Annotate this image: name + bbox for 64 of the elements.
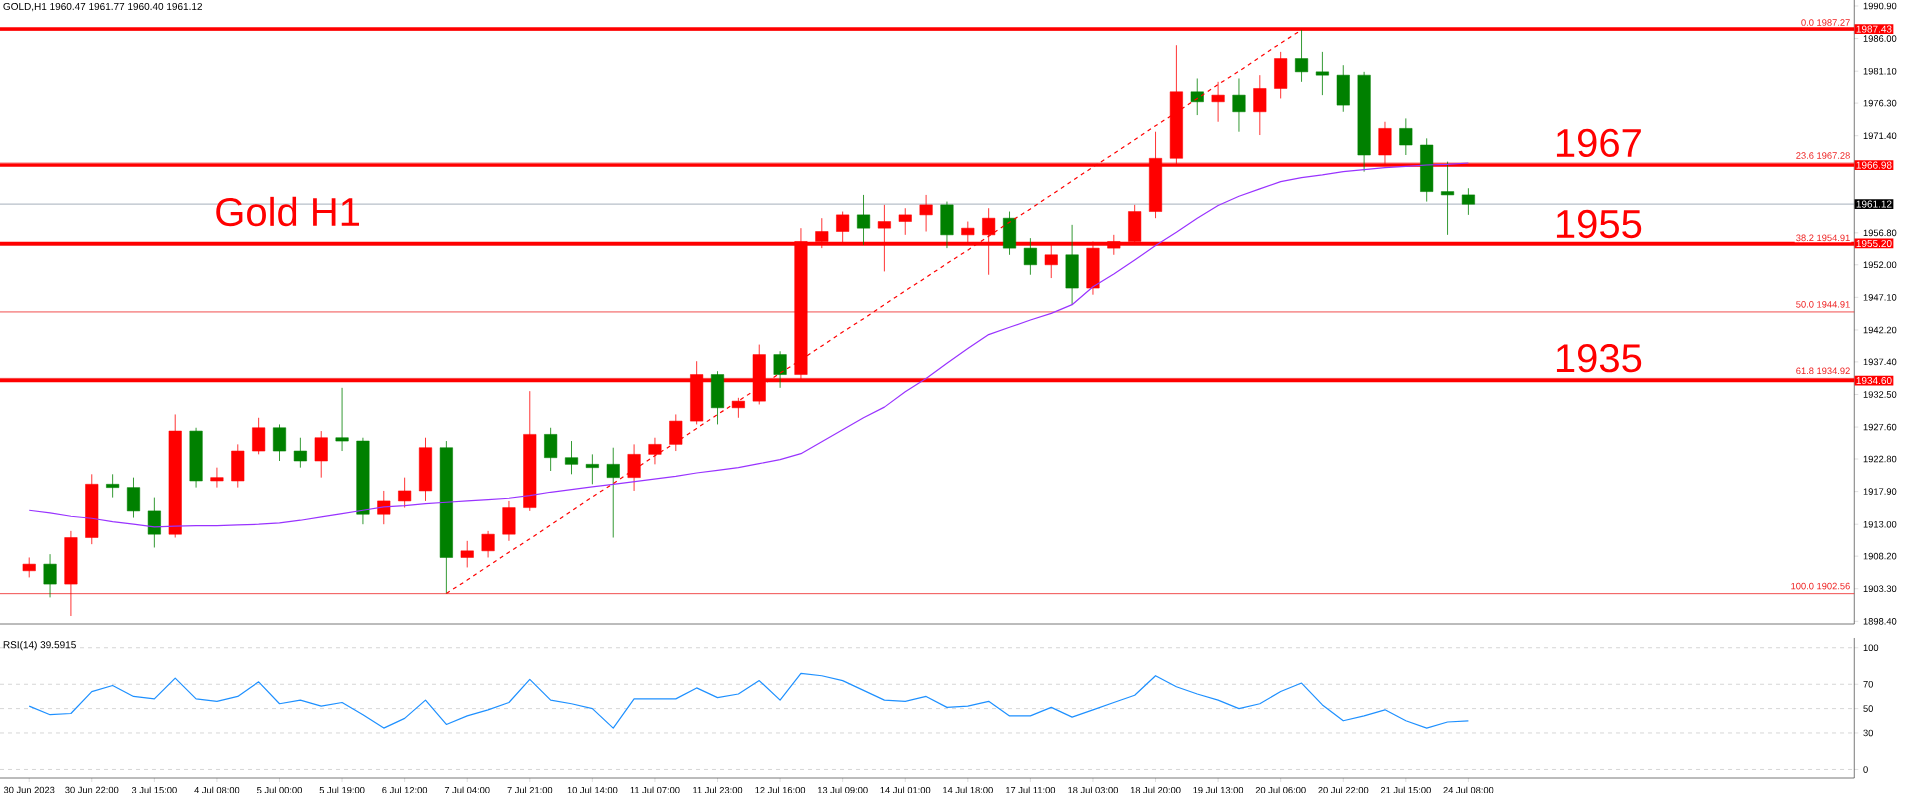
y-tick-label: 1903.30 <box>1863 585 1897 593</box>
y-tick-label: 100 <box>1863 644 1879 652</box>
y-tick-label: 1947.10 <box>1863 294 1897 301</box>
ref-line-label: 23.6 1967.28 <box>1796 152 1850 159</box>
x-tick-label: 7 Jul 21:00 <box>507 786 553 793</box>
x-tick-label: 14 Jul 01:00 <box>880 786 931 793</box>
text: 1955 <box>1556 209 1642 239</box>
x-tick-label: 3 Jul 15:00 <box>131 786 177 793</box>
y-tick-label: 1913.00 <box>1863 520 1897 528</box>
y-tick-label: 1922.80 <box>1863 455 1897 463</box>
y-tick-label: 1971.40 <box>1863 132 1897 139</box>
y-tick-label: 1956.80 <box>1863 229 1897 237</box>
ref-line-label: 100.0 1902.56 <box>1791 582 1850 590</box>
y-tick-label: 1942.20 <box>1863 326 1897 334</box>
ref-line-label: 50.0 1944.91 <box>1796 301 1850 308</box>
y-tick-label: 1908.20 <box>1863 552 1897 560</box>
x-tick-label: 21 Jul 15:00 <box>1380 786 1431 793</box>
x-tick-label: 17 Jul 11:00 <box>1006 786 1056 793</box>
y-tick-label: 70 <box>1863 680 1874 688</box>
text: 1967 <box>1556 128 1641 158</box>
x-tick-label: 24 Jul 08:00 <box>1443 786 1494 793</box>
y-tick-label: 1932.50 <box>1863 391 1897 398</box>
y-tick-label: 1990.90 <box>1863 2 1897 10</box>
text: 1935 <box>1556 344 1642 373</box>
ref-line-label: 1961.12 <box>1856 200 1892 208</box>
ref-line-label: 0.0 1987.27 <box>1801 19 1850 26</box>
y-tick-label: 50 <box>1863 705 1874 712</box>
ref-line-label: 1934.60 <box>1856 376 1892 385</box>
ref-line-label: 1955.20 <box>1856 239 1892 248</box>
annotation: Gold H1 <box>216 196 360 227</box>
x-tick-label: 19 Jul 13:00 <box>1193 786 1244 793</box>
ref-line-label: 1987.43 <box>1856 25 1892 33</box>
y-tick-label: 1976.30 <box>1863 99 1897 107</box>
x-tick-label: 13 Jul 09:00 <box>817 786 868 793</box>
y-tick-label: 1937.40 <box>1863 358 1897 366</box>
ref-line-label: 1966.98 <box>1856 161 1892 169</box>
y-tick-label: 1952.00 <box>1863 261 1897 269</box>
x-tick-label: 4 Jul 08:00 <box>194 786 240 793</box>
x-tick-label: 18 Jul 20:00 <box>1130 786 1181 793</box>
x-tick-label: 5 Jul 19:00 <box>319 786 365 793</box>
y-tick-label: 1917.90 <box>1863 488 1897 495</box>
x-tick-label: 12 Jul 16:00 <box>755 786 806 793</box>
y-tick-label: 1898.40 <box>1863 618 1897 625</box>
x-tick-label: 6 Jul 12:00 <box>382 786 428 793</box>
x-tick-label: 30 Jun 2023 <box>3 786 55 793</box>
x-tick-label: 20 Jul 22:00 <box>1318 786 1369 793</box>
chart-title: GOLD,H1 1960.47 1961.77 1960.40 1961.12 <box>3 2 203 12</box>
x-tick-label: 11 Jul 07:00 <box>630 786 680 793</box>
x-tick-label: 18 Jul 03:00 <box>1068 786 1119 793</box>
y-tick-label: 1927.60 <box>1863 423 1897 431</box>
ref-line-label: 61.8 1934.92 <box>1796 367 1850 375</box>
y-tick-label: 1981.10 <box>1863 67 1897 75</box>
x-tick-label: 30 Jun 22:00 <box>65 786 119 793</box>
ref-line-label: 38.2 1954.91 <box>1796 234 1850 242</box>
y-tick-label: 0 <box>1863 766 1868 773</box>
y-tick-label: 1986.00 <box>1863 35 1897 42</box>
x-tick-label: 11 Jul 23:00 <box>693 786 743 793</box>
chart-title: RSI(14) 39.5915 <box>3 640 76 651</box>
x-tick-label: 7 Jul 04:00 <box>444 786 490 793</box>
x-tick-label: 5 Jul 00:00 <box>257 786 302 793</box>
y-tick-label: 30 <box>1863 729 1874 737</box>
x-tick-label: 20 Jul 06:00 <box>1255 786 1306 793</box>
x-tick-label: 10 Jul 14:00 <box>567 786 618 793</box>
x-tick-label: 14 Jul 18:00 <box>943 786 993 793</box>
